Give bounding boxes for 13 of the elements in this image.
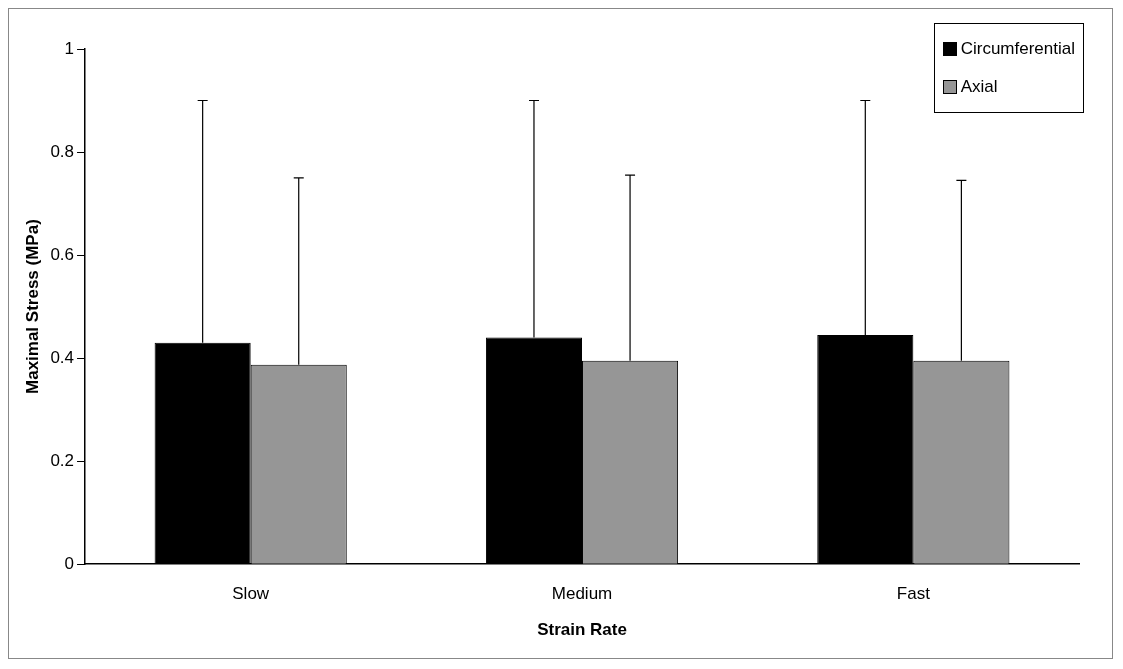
legend-label: Circumferential [960,38,1075,60]
y-axis-title: Maximal Stress (MPa) [22,219,42,394]
legend-label: Axial [960,76,998,98]
y-tick-label: 0.8 [50,141,75,161]
x-axis-title: Strain Rate [537,620,627,640]
y-tick-label: 1 [64,38,75,58]
x-tick-label: Medium [551,584,613,604]
x-tick-label: Fast [896,584,931,604]
y-tick-label: 0.4 [50,347,75,367]
y-tick-label: 0 [64,553,75,573]
x-tick-label: Slow [232,584,270,604]
y-tick-label: 0.2 [50,450,75,470]
y-tick-label: 0.6 [50,244,75,264]
